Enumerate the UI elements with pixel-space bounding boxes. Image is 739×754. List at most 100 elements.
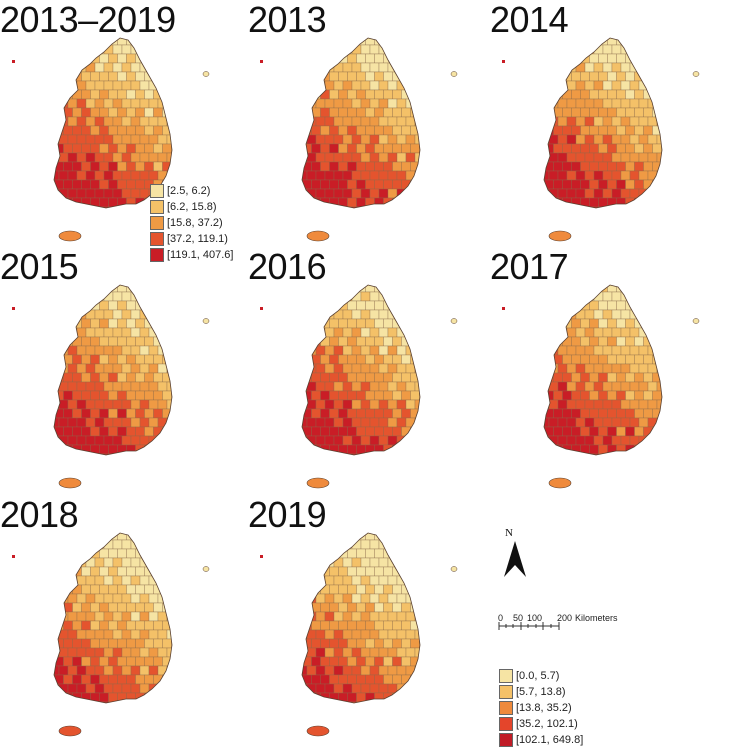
map-region	[144, 638, 154, 649]
map-region	[351, 291, 362, 302]
map-region	[338, 638, 348, 649]
map-region	[54, 152, 60, 163]
map-region	[320, 426, 330, 437]
map-region	[396, 557, 407, 568]
map-region	[81, 372, 91, 383]
map-region	[414, 291, 420, 302]
map-region	[324, 575, 335, 586]
legend-item: [15.8, 37.2)	[150, 215, 233, 231]
map-region	[374, 620, 384, 631]
map-region	[329, 53, 339, 64]
map-region	[589, 426, 599, 437]
map-region	[607, 336, 617, 347]
map-region	[629, 381, 640, 392]
map-region	[410, 53, 420, 64]
map-region	[85, 611, 96, 622]
map-region	[121, 683, 132, 694]
map-region	[148, 611, 159, 622]
map-region	[81, 179, 91, 190]
scale-unit: Kilometers	[575, 613, 618, 623]
map-region	[162, 71, 172, 82]
map-region	[148, 665, 159, 676]
map-region	[85, 539, 96, 550]
map-region	[112, 363, 123, 374]
map-region	[356, 354, 366, 365]
map-region	[76, 399, 87, 410]
map-region	[112, 188, 123, 199]
map-region	[405, 327, 416, 338]
map-region	[103, 647, 114, 658]
map-region	[401, 408, 411, 419]
map-region	[72, 53, 82, 64]
map-region	[629, 206, 640, 208]
map-region	[324, 98, 335, 109]
map-region	[58, 435, 69, 446]
map-region	[557, 116, 568, 127]
map-region	[139, 539, 150, 550]
map-region	[157, 80, 168, 91]
map-region	[157, 453, 168, 455]
map-region	[374, 354, 384, 365]
map-region	[566, 116, 577, 127]
map-region	[333, 116, 344, 127]
map-region	[571, 107, 581, 118]
map-region	[553, 426, 563, 437]
map-region	[117, 674, 127, 685]
map-region	[351, 683, 362, 694]
map-region	[643, 300, 653, 311]
map-region	[306, 665, 317, 676]
map-region	[548, 417, 559, 428]
ulleung-island	[450, 566, 458, 572]
map-region	[347, 318, 357, 329]
map-region	[99, 620, 109, 631]
map-region	[153, 566, 163, 577]
map-region	[302, 354, 312, 365]
map-region	[351, 647, 362, 658]
map-region	[369, 629, 380, 640]
map-region	[365, 38, 375, 46]
map-region	[302, 291, 308, 302]
map-region	[112, 134, 123, 145]
map-region	[63, 548, 73, 559]
panel-title: 2016	[248, 246, 327, 287]
map-region	[387, 116, 398, 127]
map-region	[383, 566, 393, 577]
map-region	[571, 354, 581, 365]
map-region	[620, 345, 631, 356]
map-region	[302, 602, 303, 613]
map-region	[135, 89, 145, 100]
map-region	[414, 417, 420, 428]
map-region	[634, 179, 644, 190]
map-region	[383, 318, 393, 329]
map-region	[347, 143, 357, 154]
map-region	[365, 638, 375, 649]
map-region	[157, 399, 168, 410]
map-region	[81, 533, 91, 541]
map-region	[634, 53, 644, 64]
map-region	[112, 170, 123, 181]
map-region	[67, 435, 78, 446]
map-region	[54, 336, 55, 347]
map-region	[58, 170, 69, 181]
map-region	[302, 80, 308, 91]
map-region	[544, 80, 550, 91]
map-region	[162, 674, 172, 685]
map-region	[329, 656, 339, 667]
map-region	[342, 345, 353, 356]
map-region	[63, 161, 73, 172]
map-region	[571, 390, 581, 401]
map-region	[153, 372, 163, 383]
map-region	[148, 539, 159, 550]
map-regions	[544, 285, 662, 455]
map-region	[54, 309, 60, 320]
map-region	[616, 89, 626, 100]
map-region	[130, 683, 141, 694]
map-region	[139, 575, 150, 586]
map-region	[584, 435, 595, 446]
map-region	[369, 453, 380, 455]
map-region	[139, 435, 150, 446]
map-region	[324, 381, 335, 392]
map-region	[135, 300, 145, 311]
map-region	[584, 80, 595, 91]
map-region	[85, 417, 96, 428]
